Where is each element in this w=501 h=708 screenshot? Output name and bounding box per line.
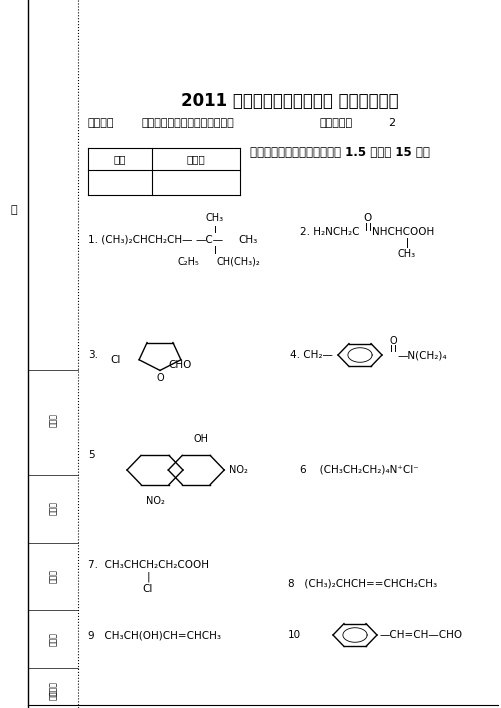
Text: NO₂: NO₂: [229, 465, 247, 475]
Text: 9   CH₃CH(OH)CH=CHCH₃: 9 CH₃CH(OH)CH=CHCH₃: [88, 630, 220, 640]
Text: 系：: 系：: [49, 690, 58, 700]
Text: 6    (CH₃CH₂CH₂)₄N⁺Cl⁻: 6 (CH₃CH₂CH₂)₄N⁺Cl⁻: [300, 465, 418, 475]
Text: NHCHCOOH: NHCHCOOH: [371, 227, 433, 237]
Text: 10: 10: [288, 630, 301, 640]
Text: O: O: [388, 336, 396, 346]
Text: O: O: [363, 213, 371, 223]
Text: 2011 级大专班《有机化学》 期末试卷试卷: 2011 级大专班《有机化学》 期末试卷试卷: [181, 92, 398, 110]
Text: 一、命名下列化合物（每小题 1.5 分，共 15 分）: 一、命名下列化合物（每小题 1.5 分，共 15 分）: [249, 146, 429, 159]
Text: CH₃: CH₃: [205, 213, 223, 223]
Text: 专业：: 专业：: [49, 681, 58, 695]
Text: C₂H₅: C₂H₅: [177, 257, 198, 267]
Text: CHO: CHO: [168, 360, 191, 370]
Text: 三年制高职环境监测与治理技术: 三年制高职环境监测与治理技术: [142, 118, 234, 128]
Text: 得分: 得分: [113, 154, 126, 164]
Text: 适: 适: [11, 205, 17, 215]
Text: 7.  CH₃CHCH₂CH₂COOH: 7. CH₃CHCH₂CH₂COOH: [88, 560, 208, 570]
Text: 4. CH₂—: 4. CH₂—: [290, 350, 332, 360]
Text: 姓名：: 姓名：: [49, 413, 58, 427]
Text: Cl: Cl: [142, 584, 153, 594]
Text: Cl: Cl: [111, 355, 121, 365]
Text: —N(CH₂)₄: —N(CH₂)₄: [397, 350, 447, 360]
Text: O: O: [156, 373, 163, 384]
Text: 3.: 3.: [88, 350, 98, 360]
Text: 8   (CH₃)₂CHCH==CHCH₂CH₃: 8 (CH₃)₂CHCH==CHCH₂CH₃: [288, 578, 436, 588]
Text: 班级：: 班级：: [49, 569, 58, 583]
Text: 课程代码：: 课程代码：: [319, 118, 352, 128]
Text: 阅卷人: 阅卷人: [186, 154, 205, 164]
Text: —CH=CH—CHO: —CH=CH—CHO: [379, 630, 462, 640]
Text: CH(CH₃)₂: CH(CH₃)₂: [216, 257, 260, 267]
Text: OH: OH: [193, 434, 208, 444]
Text: NO₂: NO₂: [145, 496, 164, 506]
Text: 用专业：: 用专业：: [88, 118, 114, 128]
Text: 年级：: 年级：: [49, 632, 58, 646]
Text: CH₃: CH₃: [237, 235, 257, 245]
Text: 学号：: 学号：: [49, 501, 58, 515]
Text: —C—: —C—: [195, 235, 223, 245]
Text: 5: 5: [88, 450, 94, 460]
Text: CH₃: CH₃: [397, 249, 415, 259]
Text: 1. (CH₃)₂CHCH₂CH—: 1. (CH₃)₂CHCH₂CH—: [88, 235, 192, 245]
Text: 2. H₂NCH₂C: 2. H₂NCH₂C: [300, 227, 359, 237]
Text: |: |: [146, 572, 149, 582]
Text: 2: 2: [387, 118, 394, 128]
